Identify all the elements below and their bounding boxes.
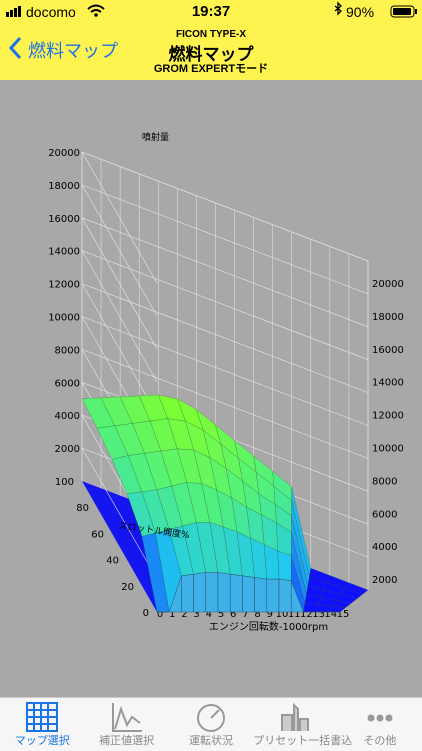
status-icons	[6, 1, 417, 18]
surface-cell	[277, 550, 292, 581]
tab[interactable]: 運転状況	[169, 698, 253, 751]
z-tick-label: 16000	[372, 345, 404, 356]
x-tick-label: 3	[193, 609, 199, 620]
tab[interactable]: プリセット一括書込	[253, 698, 353, 751]
z-tick-label: 4000	[372, 542, 397, 553]
surface-front	[229, 573, 243, 613]
x-tick-label: 15	[337, 609, 350, 620]
x-tick-label: 10	[276, 609, 289, 620]
tab-bar: マップ選択 補正値選択 運転状況 プリセット一括書込 その他	[0, 697, 422, 751]
grid-line	[81, 283, 158, 415]
z-tick-label: 18000	[372, 312, 404, 323]
nav-title: 燃料マップ	[168, 45, 254, 64]
z-tick-label: 20000	[372, 279, 404, 290]
grid-line	[81, 349, 369, 459]
x-tick-label: 11	[288, 609, 301, 620]
x-tick-label: 2	[181, 609, 187, 620]
surface-front	[291, 580, 304, 613]
tab-label: 補正値選択	[99, 735, 155, 747]
grid-line	[81, 283, 369, 393]
x-tick-label: 8	[254, 609, 260, 620]
y-tick-label: 60	[91, 529, 104, 540]
z-tick-label: 6000	[372, 509, 397, 520]
y-tick-label: 20	[121, 582, 134, 593]
z-tick-label: 6000	[55, 378, 80, 389]
surface-chart: 2000200040004000600060008000800010000100…	[48, 131, 404, 633]
grid-line	[81, 316, 369, 426]
tab-label: 運転状況	[189, 735, 234, 747]
carrier: docomo	[26, 4, 76, 20]
surface-front	[254, 577, 267, 613]
x-tick-label: 7	[242, 609, 248, 620]
tab-label: その他	[363, 735, 397, 747]
z-tick-label: 8000	[372, 476, 397, 487]
z-tick-label: 2000	[55, 444, 80, 455]
grid-line	[81, 184, 369, 295]
tab-label: プリセット一括書込	[253, 735, 353, 747]
tab-label: マップ選択	[14, 735, 70, 747]
z-tick-label: 12000	[372, 411, 404, 422]
z-tick-label: 4000	[55, 411, 80, 422]
surface-front	[193, 572, 207, 613]
surface-front	[217, 572, 231, 613]
surface-front	[266, 578, 280, 613]
z-tick-label: 12000	[48, 280, 80, 291]
surface-front	[278, 578, 292, 613]
tab-icon	[367, 714, 393, 722]
tab-icon	[197, 704, 226, 732]
tab[interactable]: マップ選択	[0, 698, 84, 751]
x-tick-label: 14	[324, 609, 337, 620]
z-tick-label: 10000	[372, 444, 404, 455]
x-tick-label: 4	[206, 609, 212, 620]
x-tick-label: 6	[230, 609, 236, 620]
z-tick-label: 20000	[48, 148, 80, 159]
z-tick-label: 8000	[55, 345, 80, 356]
nav-bar: 燃料マップ FICON TYPE-X 燃料マップ GROM EXPERTモード	[0, 24, 422, 80]
back-button[interactable]: 燃料マップ	[28, 41, 118, 61]
z-axis-label: 噴射量	[142, 131, 169, 143]
x-tick-label: 12	[300, 609, 313, 620]
tab-icon	[26, 702, 59, 732]
z-tick-label: 2000	[372, 575, 397, 586]
nav-mode: GROM EXPERTモード	[153, 63, 269, 75]
z-tick-label: 18000	[48, 181, 80, 192]
surface-front	[205, 572, 219, 613]
z-tick-label: 14000	[372, 378, 404, 389]
grid-line	[81, 250, 158, 382]
x-axis-label: エンジン回転数-1000rpm	[209, 620, 328, 633]
grid-line	[81, 250, 369, 360]
y-tick-label: 100	[55, 477, 74, 488]
y-tick-label: 0	[143, 608, 149, 619]
x-tick-label: 1	[169, 609, 175, 620]
tab-icon	[281, 702, 310, 731]
time: 19:37	[191, 3, 231, 20]
tab[interactable]: その他	[338, 698, 422, 751]
z-tick-label: 16000	[48, 214, 80, 225]
y-tick-label: 40	[106, 556, 119, 567]
surface-front	[242, 575, 255, 613]
x-tick-label: 9	[267, 609, 273, 620]
battery: 90%	[346, 4, 375, 20]
grid-line	[81, 217, 369, 328]
z-tick-label: 14000	[48, 247, 80, 258]
y-tick-label: 80	[76, 503, 89, 514]
nav-subtitle: FICON TYPE-X	[175, 29, 246, 40]
grid-line	[81, 184, 158, 317]
back-icon[interactable]	[6, 34, 26, 64]
tab-icon	[111, 703, 142, 732]
surface-front	[181, 573, 194, 613]
x-tick-label: 5	[218, 609, 224, 620]
grid-line	[81, 447, 158, 580]
z-tick-label: 10000	[48, 313, 80, 324]
status-bar: docomo 19:37 90%	[0, 0, 422, 24]
grid-line	[81, 151, 158, 284]
grid-line	[81, 151, 369, 262]
grid-line	[81, 217, 158, 349]
x-tick-label: 0	[157, 609, 163, 620]
x-tick-label: 13	[312, 609, 325, 620]
tab[interactable]: 補正値選択	[84, 698, 168, 751]
